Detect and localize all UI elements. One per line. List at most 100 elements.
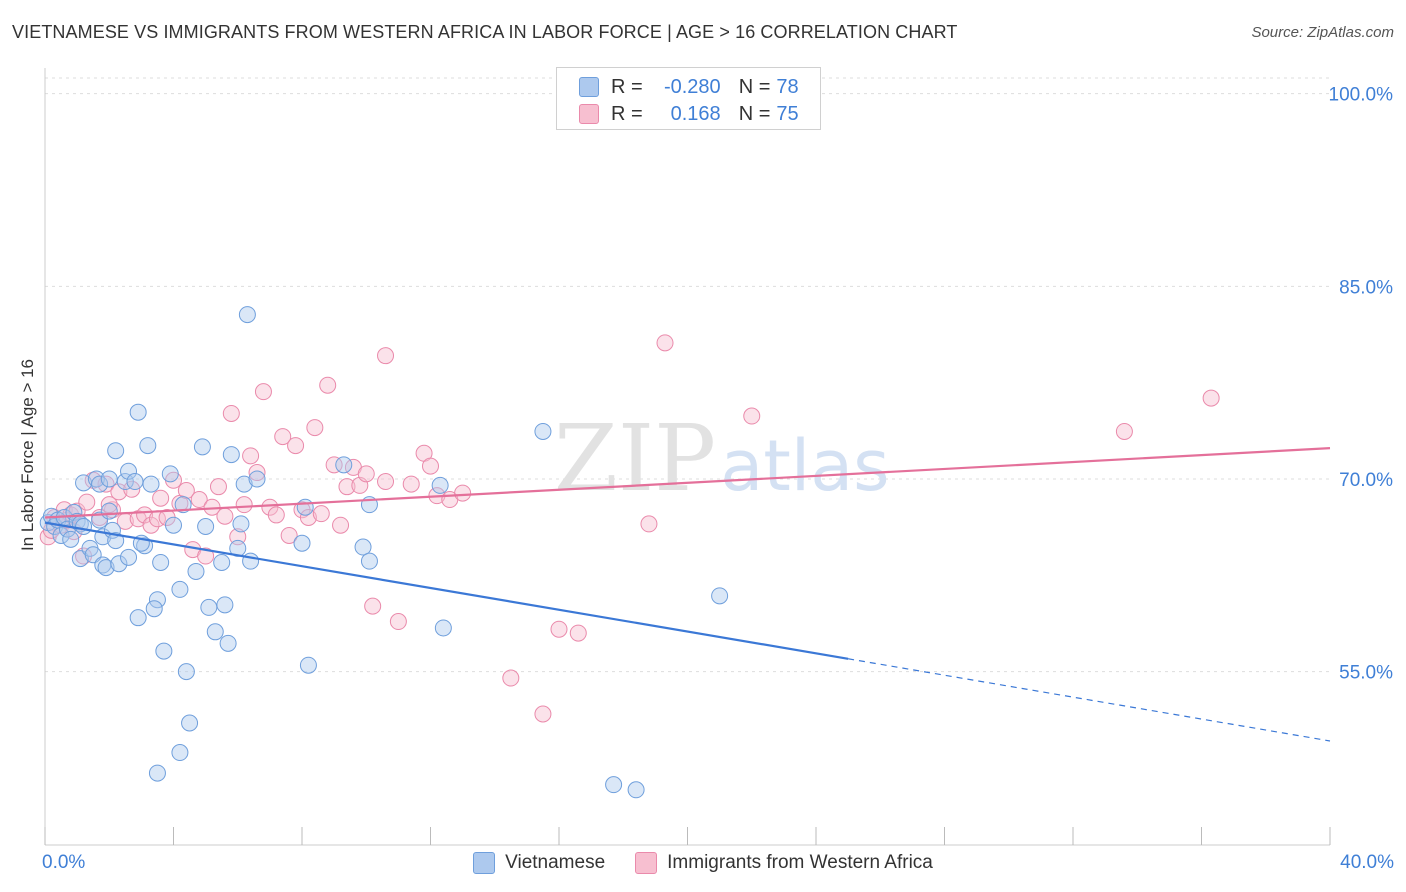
western-africa-point [332,516,350,534]
vietnamese-trend-line [44,521,849,660]
western-africa-point [287,437,305,455]
western-africa-point [229,528,247,546]
x-tick-label-max: 40.0% [1340,852,1394,873]
legend-swatch-blue [473,852,496,874]
western-africa-point [222,404,240,422]
western-africa-point [422,457,439,475]
vietnamese-point [139,437,157,455]
legend-row-western-africa: R = 0.168 N = 75 [579,102,799,126]
western-africa-point [280,526,298,544]
vietnamese-point [148,764,166,782]
series-western-africa-points [39,334,1220,723]
y-tick-labels: 55.0% 70.0% 85.0% 100.0% [1329,85,1394,684]
vietnamese-point [181,714,199,732]
vietnamese-point [126,473,144,491]
watermark-atlas: atlas [720,425,889,507]
x-tick-label-min: 0.0% [42,852,86,873]
vietnamese-point [213,553,231,571]
vietnamese-point [248,470,266,488]
western-africa-point [364,597,382,615]
vietnamese-point [75,517,93,535]
western-africa-point [402,475,420,493]
vietnamese-point [434,619,452,637]
western-africa-point [190,491,208,509]
vietnamese-point [197,517,215,535]
correlation-legend: R = -0.280 N = 78 R = 0.168 N = 75 [556,67,821,130]
y-tick-label: 70.0% [1339,470,1393,491]
western-africa-point [1202,389,1220,407]
series-legend-vietnamese[interactable]: Vietnamese [473,852,605,874]
vietnamese-point [187,562,205,580]
vietnamese-point [97,559,115,577]
vietnamese-point [145,600,163,618]
western-africa-point [299,509,317,527]
western-africa-point [1115,422,1133,440]
western-africa-point [389,613,407,631]
watermark-zip: ZIP [554,405,716,512]
vietnamese-point [142,475,160,493]
vietnamese-point [216,596,234,614]
vietnamese-point [206,623,224,641]
western-africa-point [152,489,170,507]
vietnamese-point [100,502,118,520]
legend-swatch-pink [635,852,658,874]
western-africa-point [357,465,375,483]
western-africa-point [743,407,761,425]
vietnamese-point [293,534,311,552]
watermark: ZIP atlas [554,405,890,512]
vietnamese-point [52,526,70,544]
legend-r-value: -0.280 [663,75,721,98]
western-africa-point [97,475,115,493]
western-africa-point [312,505,330,523]
vietnamese-point [605,776,623,794]
western-africa-point [534,705,552,723]
vietnamese-point [335,456,353,474]
western-africa-point [216,507,234,525]
western-africa-point [640,515,658,533]
vietnamese-point [87,470,105,488]
chart-title: VIETNAMESE VS IMMIGRANTS FROM WESTERN AF… [12,22,958,42]
western-africa-point [110,483,128,501]
vietnamese-point [171,744,189,762]
vietnamese-point [711,587,729,605]
vietnamese-point [62,530,80,548]
vietnamese-point [129,609,147,627]
y-tick-label: 85.0% [1339,277,1393,298]
western-africa-point [142,516,160,534]
legend-swatch-blue [579,77,599,97]
western-africa-point [100,496,118,514]
legend-r-label: R = [611,75,643,98]
vietnamese-point [354,538,372,556]
legend-n-value: 78 [776,75,799,98]
legend-row-vietnamese: R = -0.280 N = 78 [579,75,799,99]
vietnamese-point [238,306,256,324]
vietnamese-point [235,475,253,493]
legend-r-value: 0.168 [670,102,721,125]
western-africa-point [306,419,324,437]
western-africa-point [550,620,568,638]
legend-r-label: R = [611,102,643,125]
western-africa-point [177,482,195,500]
vietnamese-point [177,663,195,681]
series-legend-western-africa[interactable]: Immigrants from Western Africa [635,852,933,874]
axes [44,68,1331,846]
vietnamese-point [100,470,118,488]
western-africa-point [377,347,395,365]
vietnamese-point [222,446,240,464]
western-africa-point [267,506,285,524]
vietnamese-point [627,781,645,799]
western-africa-trend-line [44,447,1331,519]
western-africa-point [235,496,253,514]
western-africa-point [656,334,674,352]
y-axis-label: In Labor Force | Age > 16 [18,358,37,552]
vietnamese-point [360,552,378,570]
vietnamese-point [232,515,250,533]
vietnamese-point [200,598,218,616]
vietnamese-point [171,580,189,598]
y-tick-label: 100.0% [1329,85,1394,106]
western-africa-point [78,493,96,511]
western-africa-point [254,383,272,401]
western-africa-point [377,473,395,491]
vietnamese-point [193,438,211,456]
